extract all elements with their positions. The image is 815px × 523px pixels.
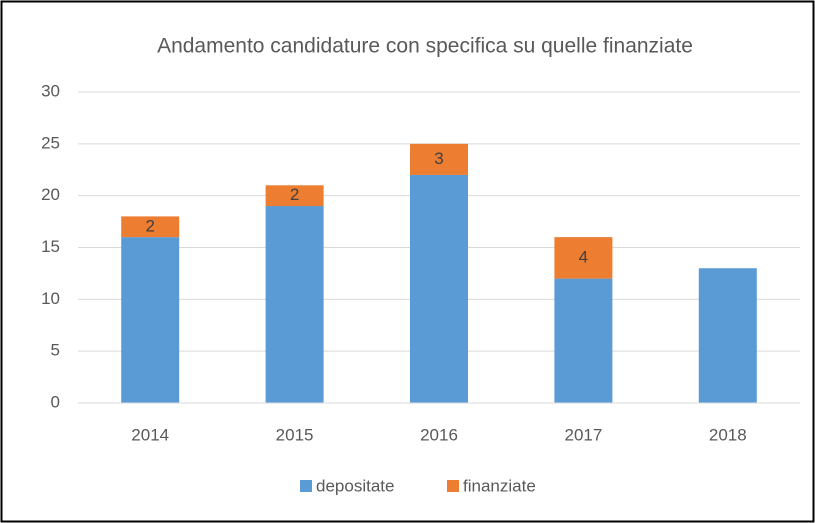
x-tick-label: 2014 [131,425,169,444]
chart-title: Andamento candidature con specifica su q… [157,35,693,58]
y-tick-label: 15 [41,237,60,256]
y-tick-label: 0 [51,392,60,411]
x-tick-label: 2015 [276,425,314,444]
legend-swatch [300,480,312,492]
data-label: 4 [579,247,588,266]
bar-segment [121,237,180,403]
bar-segment [410,143,468,175]
x-tick-label: 2017 [564,425,602,444]
legend-label: depositate [316,476,394,495]
bar-segment [265,185,324,207]
x-tick-label: 2018 [709,425,747,444]
legend-swatch [447,480,459,492]
y-tick-label: 25 [41,133,60,152]
bar-segment [265,206,324,403]
y-tick-label: 20 [41,185,60,204]
data-label: 3 [434,149,443,168]
y-tick-label: 10 [41,289,60,308]
bar-segment [121,216,180,238]
bar-segment [698,268,757,403]
legend-label: finanziate [463,476,536,495]
bar-segment [554,237,613,279]
bar-segment [554,278,613,403]
bar-segment [410,174,468,403]
x-tick-label: 2016 [420,425,458,444]
data-label: 2 [290,185,299,204]
data-label: 2 [145,216,154,235]
y-tick-label: 30 [41,81,60,100]
y-tick-label: 5 [51,341,60,360]
